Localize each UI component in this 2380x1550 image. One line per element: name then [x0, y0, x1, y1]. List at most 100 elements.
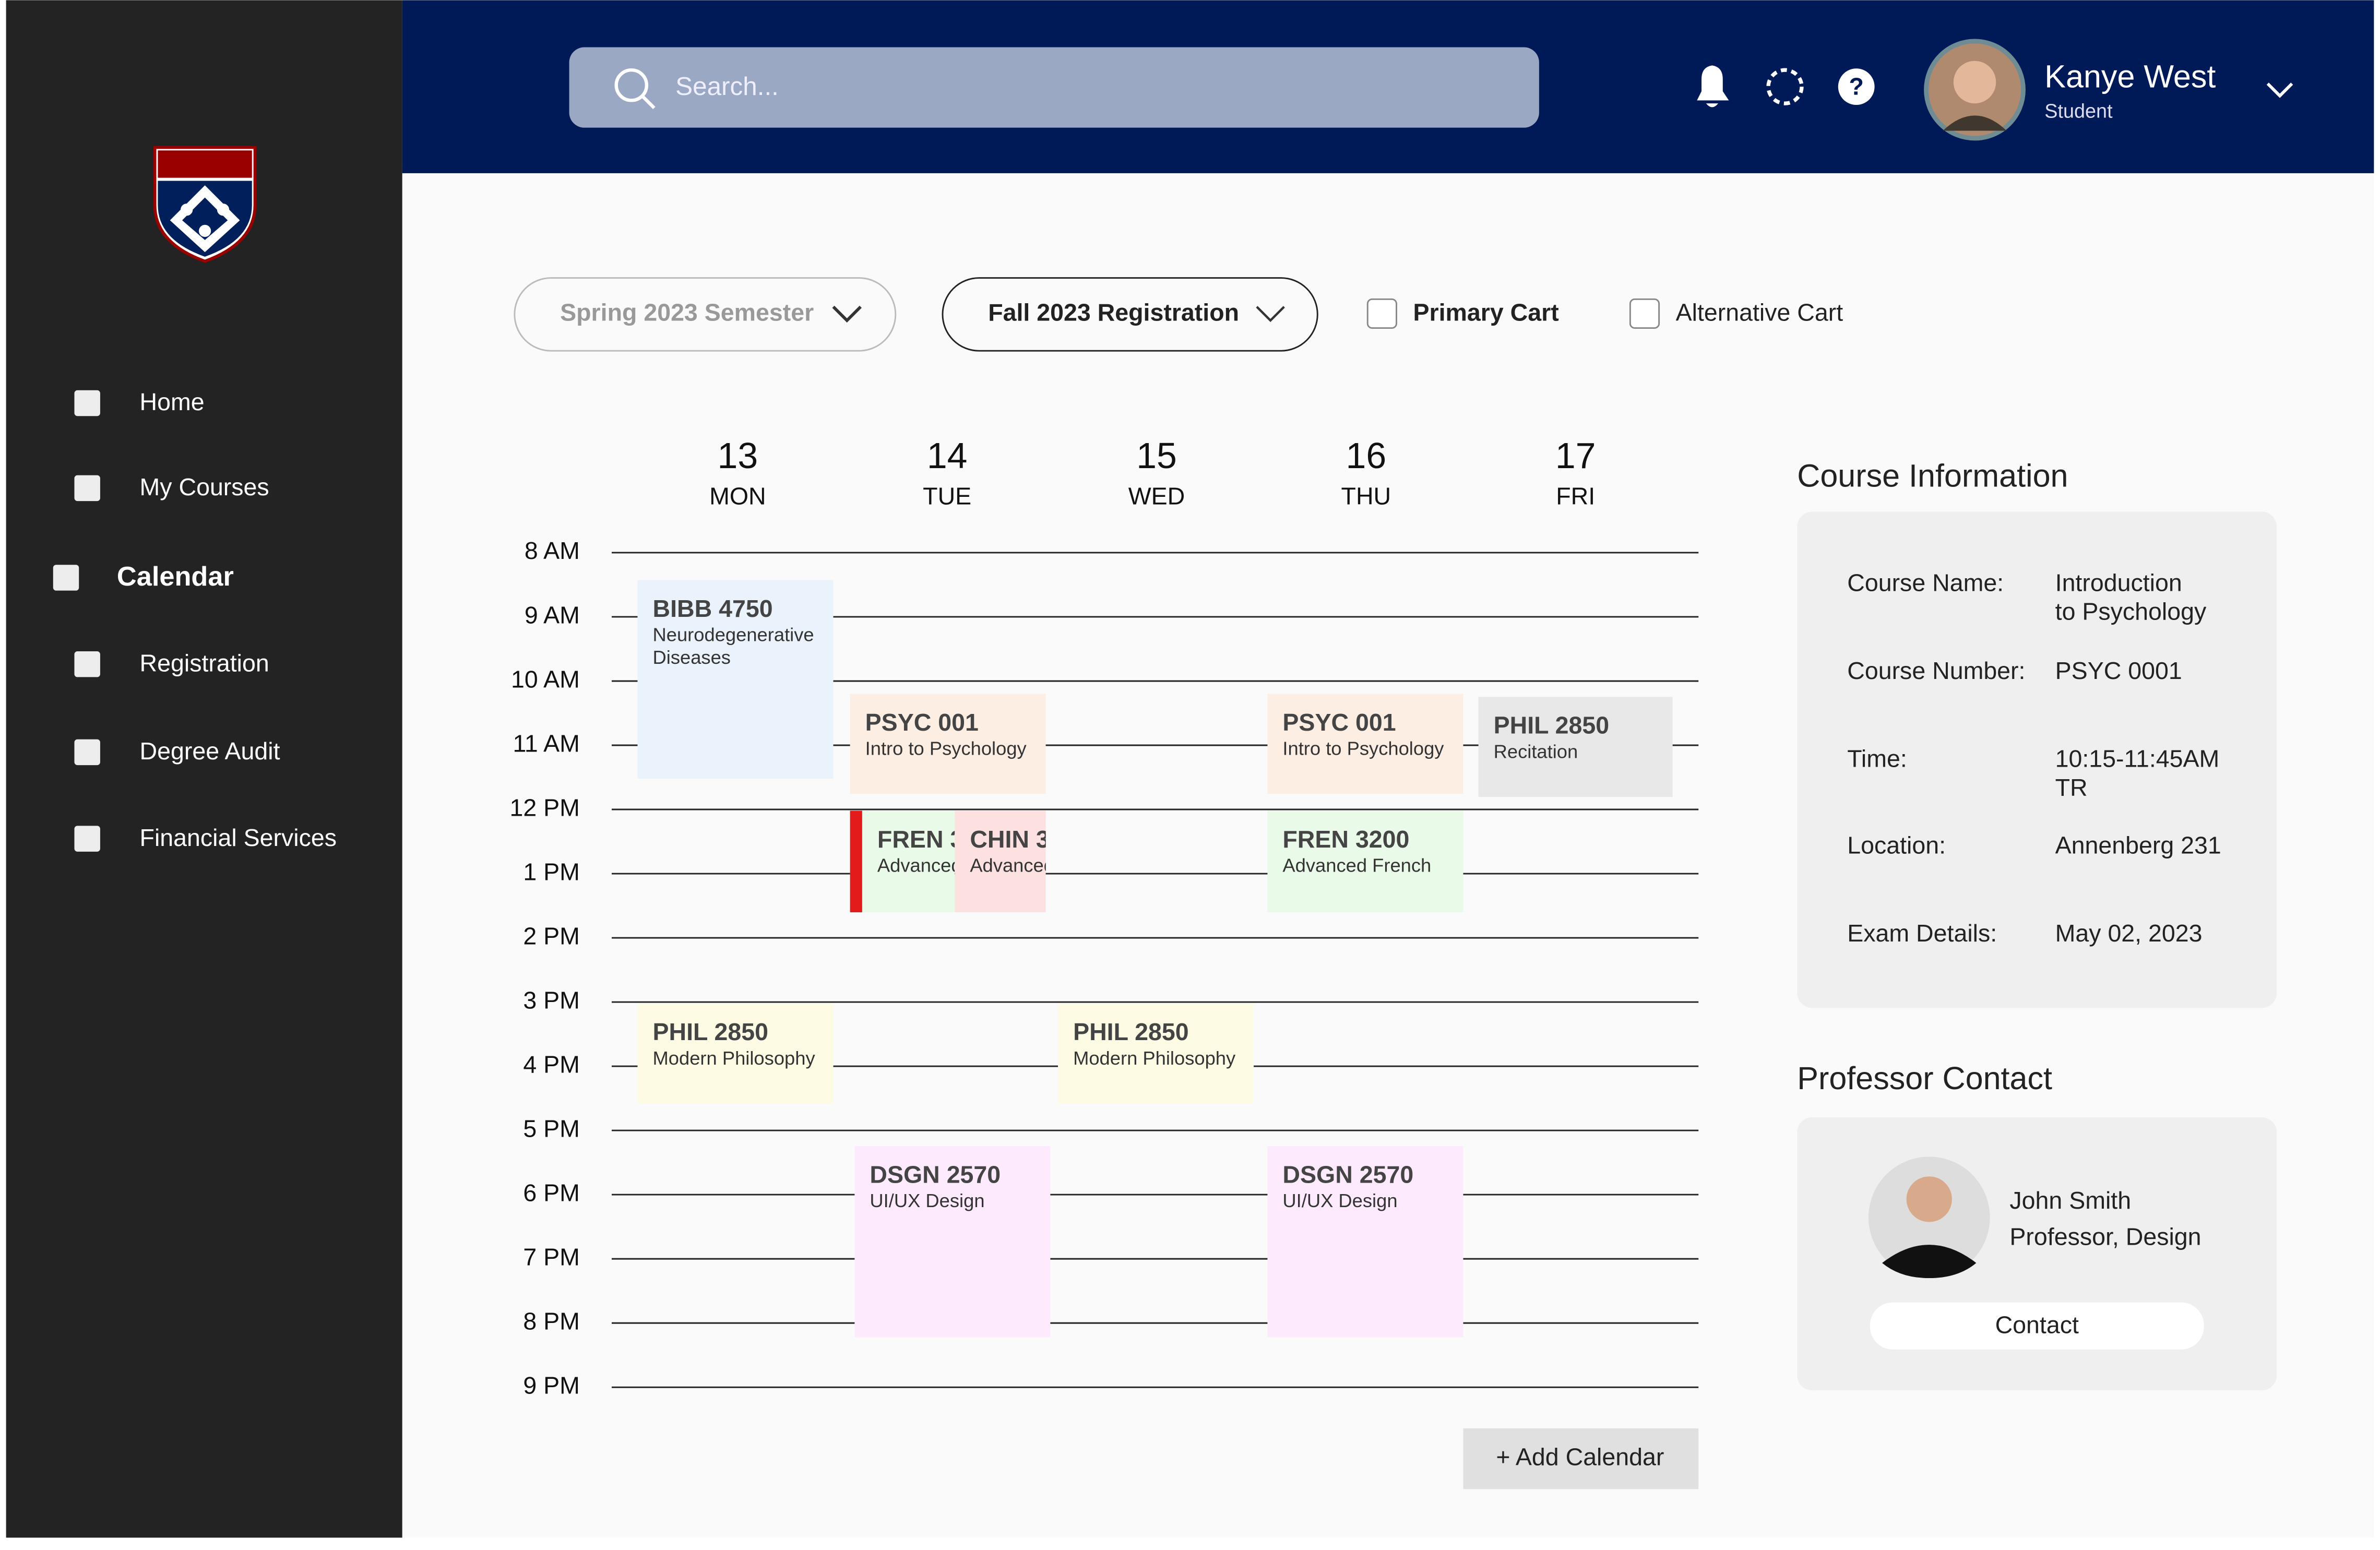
day-date: 17 [1555, 435, 1596, 476]
day-name: FRI [1556, 483, 1595, 510]
user-role: Student [2044, 101, 2113, 123]
nav-item[interactable]: Calendar [117, 562, 234, 592]
info-label: Course Name: [1847, 569, 2004, 596]
registration-label: Fall 2023 Registration [988, 299, 1239, 326]
nav-item[interactable]: Financial Services [140, 824, 337, 851]
search-bar[interactable] [569, 47, 1539, 128]
info-value: TR [2055, 774, 2088, 801]
event-block [850, 694, 1046, 794]
course-info-panel [1797, 511, 2277, 1008]
add-calendar-label: + Add Calendar [1496, 1443, 1664, 1470]
settings-icon[interactable] [1766, 68, 1804, 105]
hour-label: 10 AM [511, 665, 580, 693]
event-name: Advanced French [877, 855, 1026, 876]
event-name: Modern Philosophy [653, 1047, 816, 1069]
semester-dropdown[interactable] [514, 277, 897, 352]
nav-icon [74, 739, 100, 766]
primary-cart-checkbox[interactable] [1366, 298, 1397, 329]
day-date: 15 [1136, 435, 1177, 476]
event-code: CHIN 3 [970, 826, 1050, 853]
event-block [854, 1146, 1051, 1338]
hour-label: 7 PM [523, 1243, 580, 1270]
hour-label: 8 AM [525, 537, 580, 564]
event-block [1267, 694, 1463, 794]
nav-icon [74, 826, 100, 852]
day-date: 13 [718, 435, 758, 476]
hour-label: 9 AM [525, 601, 580, 628]
primary-cart-label: Primary Cart [1413, 299, 1559, 326]
event-code: FREN 3200 [1282, 826, 1409, 853]
event-code: PHIL 2850 [1494, 712, 1610, 739]
event-block [955, 810, 1046, 913]
event-name: Diseases [653, 647, 731, 668]
alternative-cart-checkbox[interactable] [1629, 298, 1660, 329]
professor-role: Professor, Design [2009, 1223, 2201, 1250]
registration-dropdown[interactable] [942, 277, 1318, 352]
event-code: PSYC 001 [865, 709, 979, 736]
info-value: to Psychology [2055, 598, 2207, 625]
course-info-title: Course Information [1797, 458, 2068, 494]
info-value: Annenberg 231 [2055, 831, 2221, 859]
day-date: 14 [927, 435, 968, 476]
hour-label: 9 PM [523, 1372, 580, 1399]
svg-text:?: ? [1849, 73, 1863, 100]
event-code: DSGN 2570 [870, 1161, 1001, 1188]
professor-title: Professor Contact [1797, 1060, 2052, 1096]
event-block [1267, 810, 1463, 913]
nav-item[interactable]: Home [140, 388, 205, 415]
event-code: PHIL 2850 [653, 1018, 769, 1045]
event-name: Advanced [970, 855, 1054, 876]
info-label: Exam Details: [1847, 920, 1997, 947]
event-block [1267, 1146, 1463, 1338]
logo [153, 146, 257, 263]
user-menu-chevron[interactable] [2266, 82, 2293, 98]
nav-item[interactable]: My Courses [140, 473, 269, 500]
add-calendar-button[interactable] [1463, 1428, 1699, 1489]
event-block [637, 1003, 834, 1104]
bell-icon[interactable] [1697, 65, 1729, 108]
day-date: 16 [1346, 435, 1387, 476]
info-label: Course Number: [1847, 657, 2025, 684]
search-icon [614, 68, 649, 102]
event-name: UI/UX Design [870, 1190, 984, 1211]
nav-item[interactable]: Degree Audit [140, 737, 280, 765]
day-name: MON [709, 483, 766, 510]
event-name: Neurodegenerative [653, 624, 814, 646]
alternative-cart-label: Alternative Cart [1676, 299, 1843, 326]
day-name: TUE [923, 483, 971, 510]
contact-button[interactable] [1870, 1302, 2204, 1350]
user-name: Kanye West [2044, 59, 2216, 94]
hour-label: 4 PM [523, 1051, 580, 1078]
event-block [1478, 697, 1673, 797]
nav-icon [53, 565, 79, 591]
nav-icon [74, 475, 100, 502]
hour-label: 1 PM [523, 858, 580, 885]
event-block [850, 810, 955, 913]
nav-item[interactable]: Registration [140, 649, 269, 676]
event-block [637, 580, 834, 779]
event-code: DSGN 2570 [1282, 1161, 1413, 1188]
info-value: PSYC 0001 [2055, 657, 2182, 684]
event-block [1057, 1003, 1254, 1104]
search-placeholder: Search... [675, 72, 779, 101]
conflict-marker [850, 810, 862, 913]
event-code: PSYC 001 [1282, 709, 1396, 736]
event-code: PHIL 2850 [1073, 1018, 1189, 1045]
hour-label: 11 AM [513, 730, 579, 757]
help-icon[interactable] [1838, 68, 1875, 105]
info-label: Time: [1847, 745, 1907, 772]
contact-label: Contact [1995, 1311, 2079, 1338]
event-code: FREN 3200 [877, 826, 1004, 853]
